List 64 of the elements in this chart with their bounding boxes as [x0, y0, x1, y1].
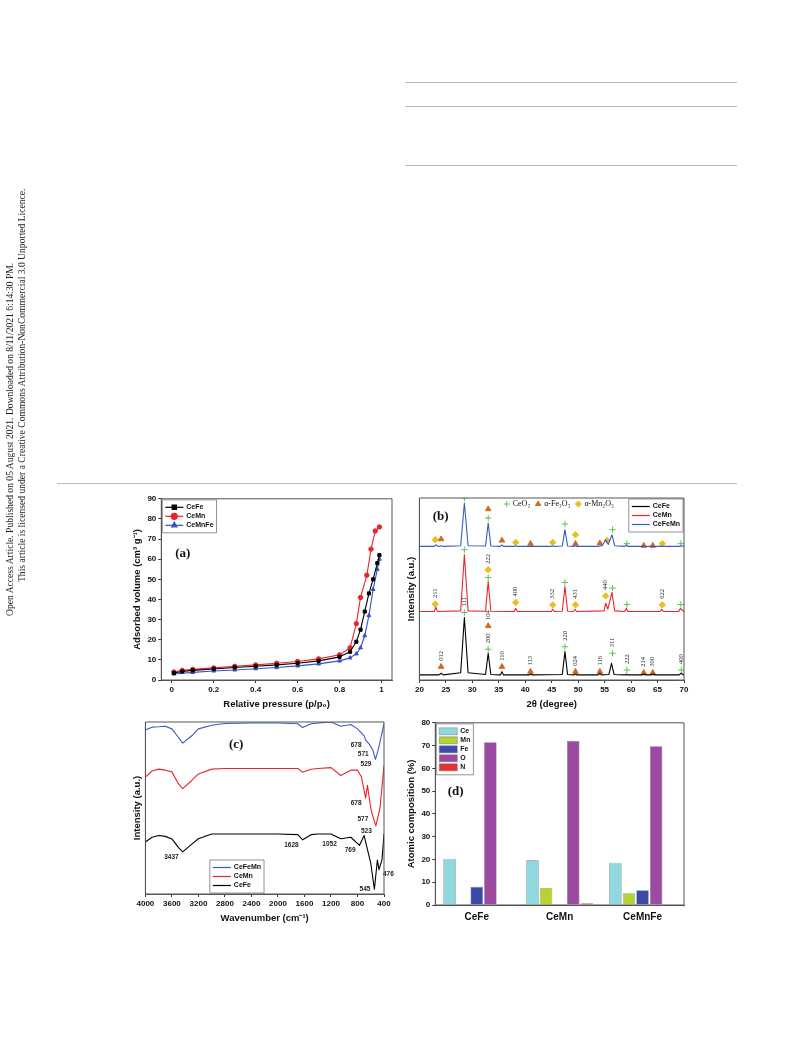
annotation: (c) [228, 735, 244, 751]
y-tick-label: 10 [421, 877, 431, 887]
text: This article is licensed under a Creative Commons Attribution-NonCommercial 3.0 Unported Licence. [16, 187, 28, 584]
x-tick-label: 65 [653, 685, 663, 694]
x-tick-label: 1 [379, 685, 385, 694]
x-tick-label: 2400 [242, 899, 261, 908]
y-tick-label: 40 [147, 594, 157, 604]
legend-label: α-Mn₂O₃ [584, 499, 614, 509]
x-tick-label: 45 [547, 685, 557, 694]
x-tick-label: CeMn [546, 910, 574, 922]
y-axis-title: Atomic composition (%) [405, 759, 417, 869]
y-tick-label: 80 [421, 718, 431, 727]
x-tick-label: 2800 [216, 899, 235, 908]
x-tick-label: 30 [467, 685, 478, 694]
y-tick-label: 60 [147, 554, 157, 564]
y-tick-label: 10 [147, 655, 157, 665]
y-tick-label: 70 [147, 534, 157, 544]
x-tick-label: 2000 [269, 899, 288, 908]
y-tick-label: 30 [421, 831, 431, 841]
y-tick-label: 30 [147, 614, 157, 624]
y-tick-label: 70 [421, 740, 431, 750]
x-tick-label: 0.8 [334, 685, 346, 694]
y-tick-label: 50 [147, 574, 157, 584]
y-axis-title: Adsorbed volume (cm³ g⁻¹) [131, 529, 143, 650]
x-tick-label: 70 [679, 685, 689, 694]
x-tick-label: 50 [573, 685, 584, 694]
x-tick-label: 4000 [136, 899, 155, 908]
x-axis-title: Wavenumber (cm⁻¹) [220, 911, 309, 923]
x-tick-label: 35 [494, 685, 504, 694]
y-tick-label: 50 [421, 786, 431, 796]
x-tick-label: 0 [169, 685, 175, 694]
x-tick-label: 1600 [295, 899, 314, 908]
annotation: (a) [175, 544, 191, 560]
x-tick-label: CeMnFe [623, 910, 663, 922]
y-tick-label: 0 [151, 675, 157, 685]
x-tick-label: 55 [600, 685, 610, 694]
legend-label: α-Fe₂O₃ [544, 499, 571, 509]
y-tick-label: 40 [421, 809, 431, 819]
annotation: (b) [432, 507, 449, 523]
x-tick-label: CeFe [464, 910, 490, 922]
x-axis-title: Relative pressure (p/p₀) [223, 697, 331, 709]
x-tick-label: 400 [377, 899, 392, 908]
annotation: (d) [447, 783, 464, 799]
y-tick-label: 80 [147, 514, 157, 524]
text: Open Access Article. Published on 05 August 2021. Downloaded on 8/11/2021 6:14:30 PM. [4, 261, 16, 616]
x-tick-label: 3600 [163, 899, 182, 908]
y-tick-label: 90 [147, 494, 157, 503]
x-tick-label: 20 [414, 685, 425, 694]
y-tick-label: 20 [421, 854, 431, 864]
x-tick-label: 25 [441, 685, 451, 694]
legend-label: CeO₂ [512, 499, 531, 509]
x-axis-title: 2θ (degree) [526, 697, 577, 709]
x-tick-label: 1200 [322, 899, 341, 908]
y-axis-title: Intensity (a.u.) [405, 556, 417, 622]
x-tick-label: 0.6 [292, 685, 304, 694]
x-tick-label: 0.2 [208, 685, 220, 694]
x-tick-label: 60 [626, 685, 637, 694]
y-tick-label: 20 [147, 634, 157, 644]
x-tick-label: 0.4 [250, 685, 262, 694]
x-tick-label: 3200 [189, 899, 208, 908]
x-tick-label: 40 [520, 685, 531, 694]
y-tick-label: 60 [421, 763, 431, 773]
x-tick-label: 800 [350, 899, 365, 908]
y-axis-title: Intensity (a.u.) [131, 775, 143, 841]
